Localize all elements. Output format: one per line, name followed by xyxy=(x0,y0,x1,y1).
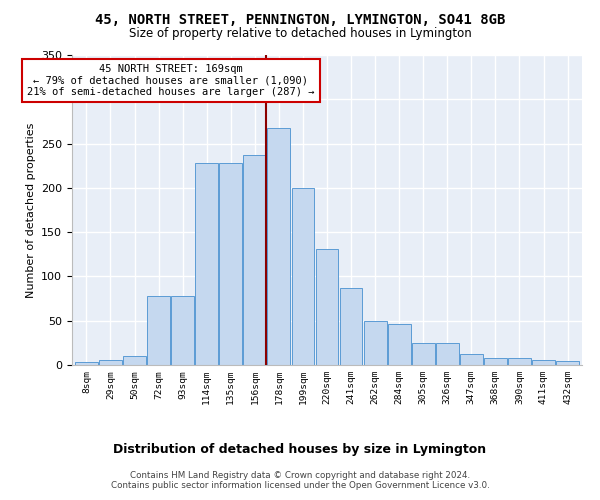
Text: Size of property relative to detached houses in Lymington: Size of property relative to detached ho… xyxy=(128,28,472,40)
Bar xyxy=(316,249,338,365)
Text: 45 NORTH STREET: 169sqm
← 79% of detached houses are smaller (1,090)
21% of semi: 45 NORTH STREET: 169sqm ← 79% of detache… xyxy=(27,64,314,97)
Bar xyxy=(436,343,459,365)
Bar xyxy=(340,288,362,365)
Bar xyxy=(364,320,386,365)
Bar xyxy=(484,358,507,365)
Bar xyxy=(171,296,194,365)
Bar xyxy=(388,324,410,365)
Bar xyxy=(75,362,98,365)
Bar xyxy=(460,354,483,365)
Text: Contains HM Land Registry data © Crown copyright and database right 2024.
Contai: Contains HM Land Registry data © Crown c… xyxy=(110,470,490,490)
Bar xyxy=(123,356,146,365)
Bar xyxy=(292,188,314,365)
Text: 45, NORTH STREET, PENNINGTON, LYMINGTON, SO41 8GB: 45, NORTH STREET, PENNINGTON, LYMINGTON,… xyxy=(95,12,505,26)
Bar xyxy=(268,128,290,365)
Bar xyxy=(195,163,218,365)
Bar xyxy=(532,360,555,365)
Bar xyxy=(244,155,266,365)
Bar xyxy=(556,362,579,365)
Text: Distribution of detached houses by size in Lymington: Distribution of detached houses by size … xyxy=(113,442,487,456)
Bar xyxy=(220,163,242,365)
Bar xyxy=(147,296,170,365)
Y-axis label: Number of detached properties: Number of detached properties xyxy=(26,122,35,298)
Bar xyxy=(508,358,531,365)
Bar xyxy=(412,343,434,365)
Bar xyxy=(99,360,122,365)
